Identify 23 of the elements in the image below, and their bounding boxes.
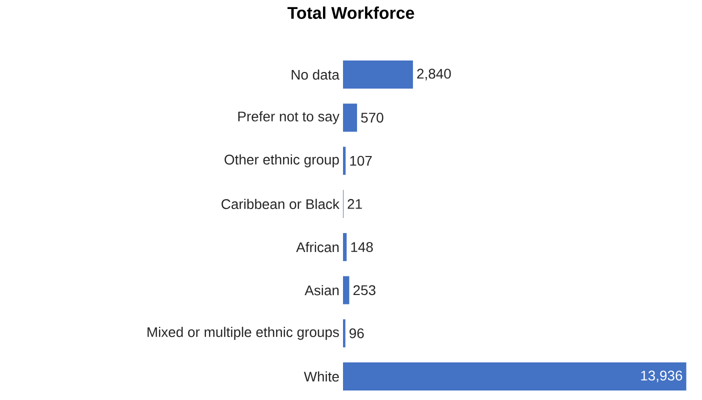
chart-title: Total Workforce — [288, 6, 414, 19]
bar — [343, 362, 686, 390]
y-tick-label: Asian — [304, 285, 339, 296]
bar — [343, 233, 347, 262]
data-label: 13,936 — [641, 370, 682, 382]
y-tick-label: Prefer not to say — [238, 111, 340, 124]
data-label: 253 — [353, 285, 376, 296]
y-tick-label: Other ethnic group — [224, 154, 339, 168]
y-tick-label: Mixed or multiple ethnic groups — [148, 326, 339, 340]
bar — [343, 276, 350, 304]
data-label: 2,840 — [417, 68, 451, 80]
y-tick-label: African — [296, 242, 339, 252]
data-label: 107 — [350, 156, 372, 166]
data-label: 148 — [351, 242, 373, 252]
y-tick-label: Caribbean or Black — [222, 198, 340, 210]
data-label: 570 — [361, 112, 384, 123]
data-label: 21 — [348, 199, 362, 209]
bar — [343, 104, 358, 132]
bar — [343, 60, 413, 89]
y-tick-label: No data — [292, 69, 340, 80]
data-label: 96 — [350, 328, 364, 338]
bar — [343, 146, 346, 175]
y-tick-label: White — [304, 371, 339, 382]
